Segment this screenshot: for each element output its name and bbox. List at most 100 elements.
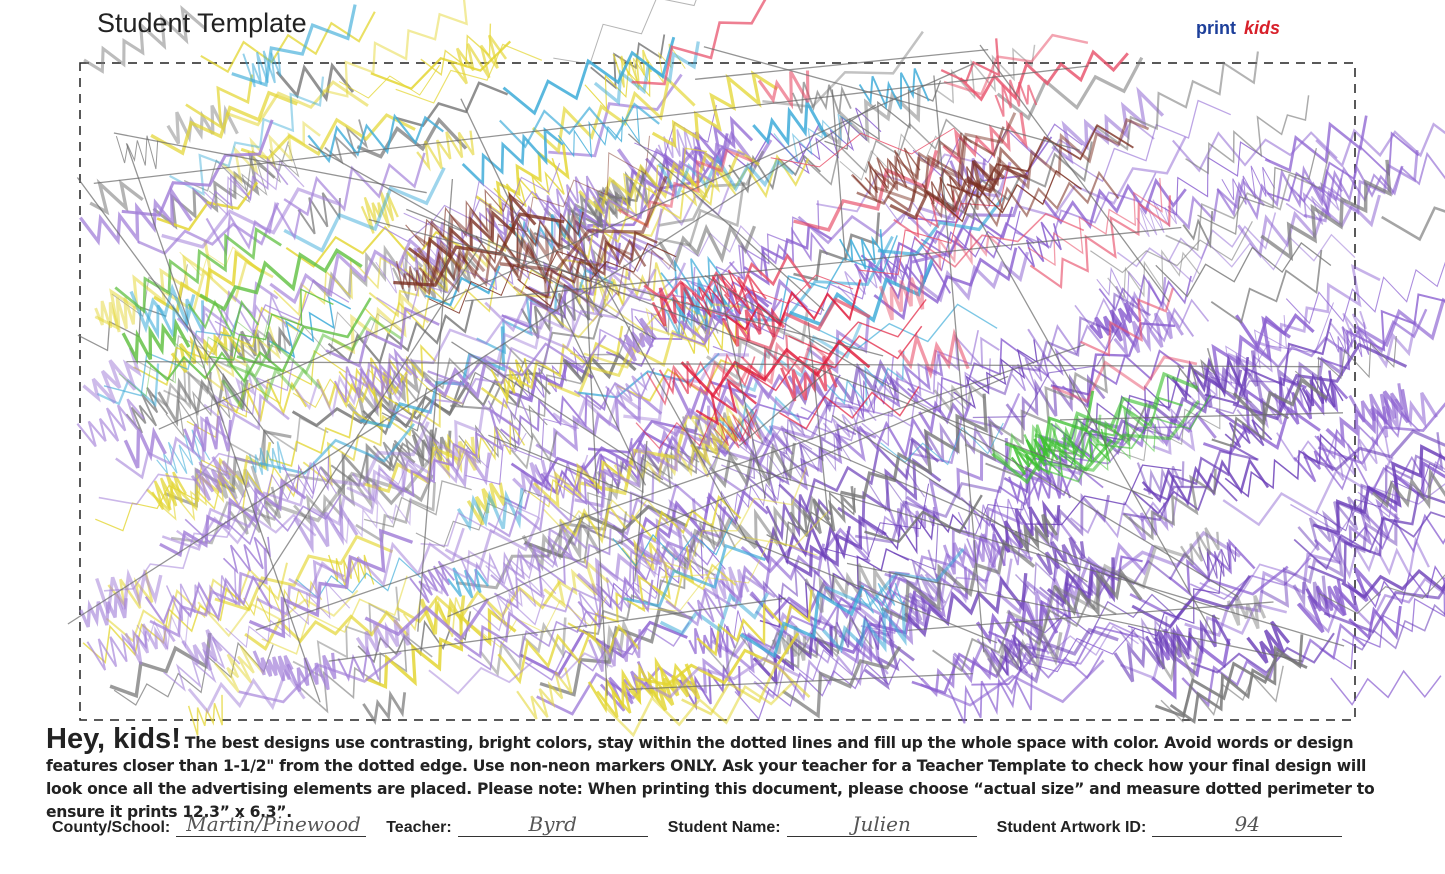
scribble (879, 260, 952, 300)
scribble (1334, 513, 1445, 554)
scribble (490, 357, 531, 401)
scribble (1222, 456, 1394, 527)
scribble (181, 629, 223, 672)
scribble (840, 393, 988, 500)
scribble (169, 76, 325, 197)
scribble (632, 656, 802, 699)
scribble (203, 326, 281, 392)
scribble (1324, 452, 1445, 496)
scribble (368, 257, 449, 318)
scribble (536, 665, 698, 716)
scribble (1323, 585, 1445, 634)
scribble (364, 268, 554, 335)
scribble (520, 291, 604, 339)
scribble (804, 118, 973, 186)
scribble (485, 544, 579, 586)
scribble (858, 416, 934, 460)
scribble (907, 337, 1035, 414)
scribble (1191, 350, 1259, 408)
scribble (882, 210, 1021, 275)
scribble (94, 297, 136, 333)
scribble (975, 170, 1120, 228)
scribble (1198, 315, 1287, 386)
scribble (163, 636, 241, 692)
scribble (1123, 468, 1217, 541)
scribble (596, 667, 667, 719)
scribble (877, 196, 1005, 257)
scribble (972, 292, 1151, 396)
scribble (1292, 575, 1328, 610)
scribble (418, 549, 496, 595)
scribble (1154, 651, 1308, 719)
form: County/School: Martin/Pinewood Teacher: By… (52, 812, 1362, 837)
pencil-line (583, 236, 608, 696)
scribble (428, 250, 587, 314)
scribble (665, 574, 776, 627)
scribble (749, 553, 850, 611)
scribble (334, 361, 402, 403)
scribble (1167, 178, 1266, 231)
scribble (355, 619, 410, 659)
scribble (804, 563, 889, 614)
pencil-line (627, 133, 825, 312)
scribble (739, 584, 865, 659)
scribble (1318, 151, 1445, 203)
scribble (880, 539, 1036, 623)
pencil-line (628, 672, 973, 691)
scribble (723, 322, 863, 393)
scribble (1303, 429, 1445, 472)
scribble (1296, 372, 1344, 412)
scribble (1260, 159, 1392, 262)
scribble (932, 597, 1117, 673)
scribble (659, 591, 770, 636)
scribble (307, 113, 444, 164)
scribble (214, 645, 265, 693)
scribble (752, 626, 834, 686)
scribble (724, 279, 862, 332)
scribble (658, 360, 702, 396)
scribble (1115, 277, 1167, 323)
scribble (598, 147, 708, 213)
scribble (1314, 409, 1421, 461)
scribble (821, 602, 907, 654)
scribble (1330, 669, 1442, 706)
scribble (479, 617, 567, 677)
scribble (1185, 95, 1310, 175)
scribble (115, 135, 159, 170)
scribble (1018, 396, 1184, 476)
scribble (187, 299, 260, 339)
scribble (1293, 511, 1445, 571)
scribble (295, 633, 433, 714)
pencil-line (460, 98, 647, 486)
pencil-line (807, 322, 829, 520)
scribble (577, 576, 654, 630)
scribble (450, 34, 508, 85)
scribble (889, 165, 1029, 221)
pencil-line (76, 177, 275, 445)
scribble (681, 662, 811, 716)
pencil-line (464, 226, 1182, 302)
scribble (1232, 342, 1408, 421)
scribble (685, 274, 854, 317)
scribble (137, 202, 280, 255)
pencil-line (831, 414, 1088, 583)
scribble (563, 441, 637, 506)
scribble (1260, 513, 1398, 608)
logo-right: kids (1244, 18, 1281, 38)
scribble (437, 289, 609, 389)
scribble (1355, 297, 1445, 348)
scribble (543, 498, 670, 533)
scribble (288, 527, 465, 594)
scribble (133, 291, 307, 386)
scribble (940, 38, 1001, 84)
scribble (1141, 457, 1270, 507)
scribble (905, 437, 1009, 522)
scribble (395, 81, 509, 128)
scribble (420, 454, 589, 547)
value: Byrd (457, 812, 648, 837)
scribble (338, 344, 437, 397)
scribble (259, 422, 416, 475)
scribble (861, 358, 991, 447)
scribble (283, 167, 446, 253)
scribble (526, 262, 687, 350)
